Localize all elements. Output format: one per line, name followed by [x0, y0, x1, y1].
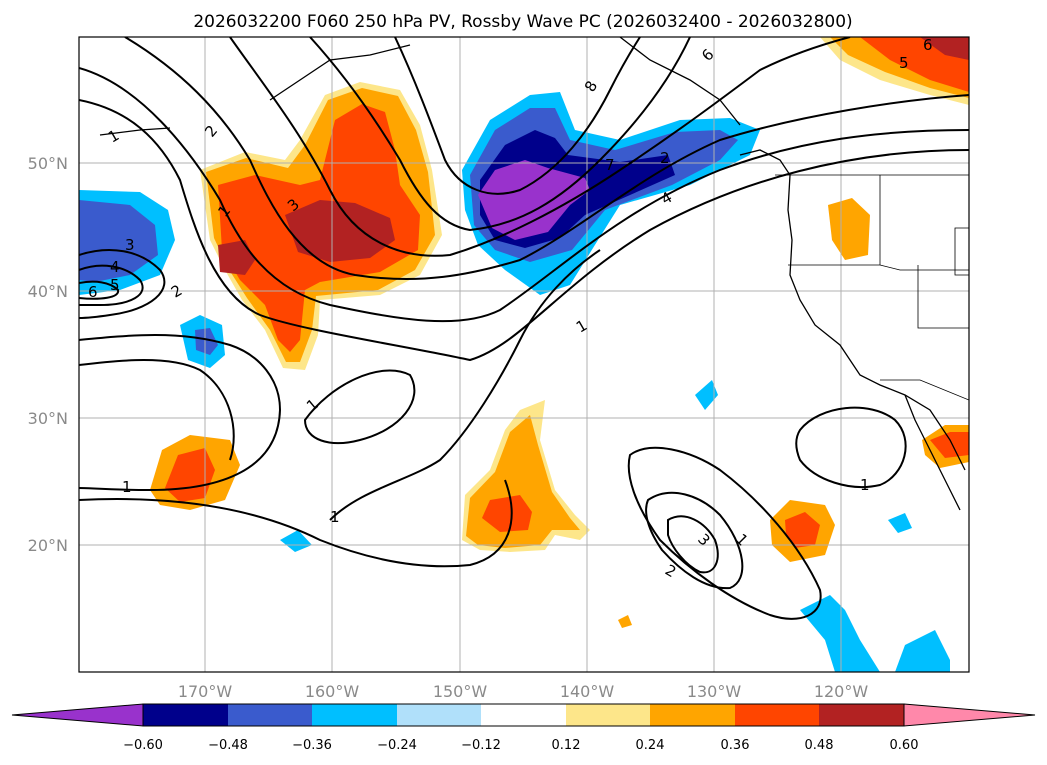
contour-label: 1	[860, 476, 870, 494]
colorbar-tick-label: −0.36	[292, 738, 332, 753]
colorbar-segment	[228, 704, 312, 726]
pv-contours	[79, 37, 969, 620]
contour-label: 7	[605, 156, 615, 174]
colorbar: −0.60 −0.48 −0.36 −0.24 −0.12 0.12 0.24 …	[11, 703, 1036, 753]
contour-label: 6	[88, 283, 98, 301]
contour-label: 2	[660, 149, 670, 167]
colorbar-tick-label: 0.12	[552, 738, 581, 753]
colorbar-tick-label: 0.60	[890, 738, 919, 753]
lon-label-130w: 130°W	[687, 682, 742, 701]
contour-label: 4	[110, 258, 120, 276]
small-negative-feature-3	[888, 513, 912, 533]
north-negative-anomaly-core	[478, 160, 590, 240]
contour-label: 3	[125, 236, 135, 254]
map-title: 2026032200 F060 250 hPa PV, Rossby Wave …	[193, 12, 852, 32]
small-negative-feature-2	[280, 530, 312, 552]
contour-label: 1	[122, 478, 132, 496]
lat-label-40: 40°N	[28, 282, 68, 301]
political-borders	[775, 174, 969, 401]
colorbar-tick-label: 0.24	[636, 738, 665, 753]
contour-label: 5	[110, 276, 120, 294]
lon-label-150w: 150°W	[433, 682, 488, 701]
contour-label: 5	[899, 54, 909, 72]
south-positive-blob-mid	[482, 495, 532, 532]
lon-label-160w: 160°W	[305, 682, 360, 701]
contour-label: 6	[923, 36, 933, 54]
lat-label-50: 50°N	[28, 154, 68, 173]
colorbar-segment	[481, 704, 566, 726]
west-negative-anomaly-inner	[79, 200, 158, 282]
colorbar-tick-label: −0.24	[377, 738, 417, 753]
lon-label-170w: 170°W	[178, 682, 233, 701]
colorbar-max-extension	[903, 703, 1036, 727]
colorbar-min-extension	[11, 703, 144, 727]
colorbar-frame	[142, 703, 905, 727]
small-negative-feature-5	[895, 630, 950, 672]
latitude-labels: 50°N 40°N 30°N 20°N	[28, 154, 68, 555]
central-positive-anomaly-dark	[285, 200, 395, 262]
anomaly-shading	[79, 37, 969, 672]
map-frame	[78, 36, 970, 673]
baja-positive-core	[930, 432, 969, 458]
colorbar-segment	[143, 704, 228, 726]
colorbar-segment	[650, 704, 735, 726]
colorbar-segment	[312, 704, 397, 726]
colorbar-tick-label: −0.12	[461, 738, 501, 753]
colorbar-segment	[566, 704, 650, 726]
colorbar-segment	[735, 704, 819, 726]
lon-label-120w: 120°W	[814, 682, 869, 701]
colorbar-tick-label: −0.60	[123, 738, 163, 753]
contour-label: 1	[330, 508, 340, 526]
small-negative-feature-4	[800, 595, 880, 672]
colorbar-tick-label: 0.36	[721, 738, 750, 753]
colorbar-segment	[397, 704, 481, 726]
colorbar-tick-label: 0.48	[805, 738, 834, 753]
lat-label-30: 30°N	[28, 409, 68, 428]
colorbar-segment	[819, 704, 904, 726]
oregon-positive-blob	[828, 198, 870, 260]
top-right-positive-dark	[920, 37, 969, 60]
lat-label-20: 20°N	[28, 536, 68, 555]
east-positive-blob-core	[785, 512, 820, 548]
small-negative-feature-1	[695, 380, 718, 410]
lon-label-140w: 140°W	[560, 682, 615, 701]
longitude-labels: 170°W 160°W 150°W 140°W 130°W 120°W	[178, 682, 869, 701]
small-positive-feature-1	[618, 615, 632, 628]
colorbar-tick-label: −0.48	[208, 738, 248, 753]
central-positive-anomaly-dark-2	[218, 240, 255, 275]
small-negative-blob-core	[195, 328, 218, 355]
